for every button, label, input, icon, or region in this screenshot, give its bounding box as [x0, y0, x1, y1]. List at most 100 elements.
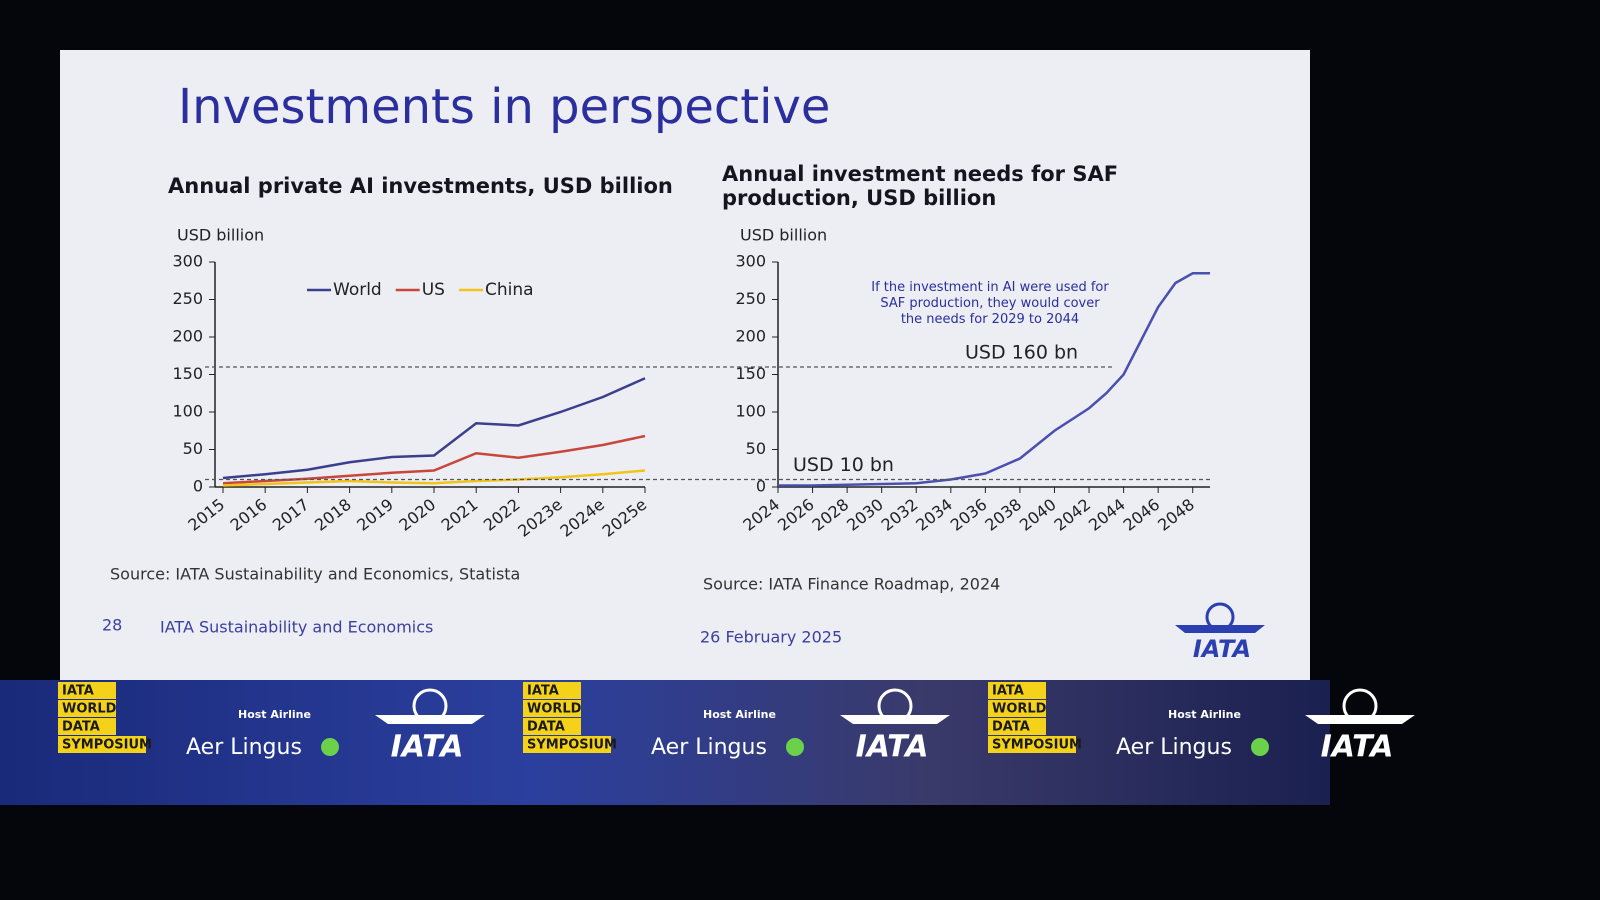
banner-host: Aer Lingus [186, 735, 302, 760]
banner-event: WORLD [527, 702, 582, 717]
banner-tag [523, 736, 611, 753]
banner-host-label: Host Airline [238, 708, 311, 721]
banner-event: SYMPOSIUM [62, 738, 152, 753]
banner-wing [375, 715, 485, 724]
x-tick-label: 2025e [599, 495, 651, 541]
banner-event: IATA [992, 684, 1024, 699]
source: Source: IATA Finance Roadmap, 2024 [703, 575, 1000, 594]
y-tick-label: 100 [735, 402, 766, 421]
banner-event: DATA [527, 720, 565, 735]
x-tick-label: 2036 [947, 495, 991, 535]
x-tick-label: 2015 [184, 495, 228, 535]
banner-wing [1305, 715, 1415, 724]
x-tick-label: 2026 [774, 495, 818, 535]
reference-label: USD 160 bn [965, 342, 1078, 364]
x-tick-label: 2030 [843, 495, 887, 535]
page-number: 28 [102, 616, 122, 635]
chart-title: Annual investment needs for SAF producti… [722, 162, 1119, 210]
banner-event: WORLD [992, 702, 1047, 717]
y-tick-label: 200 [172, 327, 203, 346]
x-tick-label: 2016 [227, 495, 271, 535]
x-tick-label: 2024e [556, 495, 608, 541]
line [222, 469, 646, 487]
x-tick-label: 2021 [438, 495, 482, 535]
footer-date: 26 February 2025 [700, 628, 842, 647]
y-tick-label: 200 [735, 327, 766, 346]
x-tick-label: 2028 [809, 495, 853, 535]
banner-host: Aer Lingus [651, 735, 767, 760]
banner-tag [523, 700, 581, 717]
banner-event: DATA [992, 720, 1030, 735]
reference-label: USD 10 bn [793, 454, 894, 476]
banner-logo: IATA [1321, 730, 1394, 765]
y-tick-label: 250 [172, 289, 203, 308]
x-tick-label: 2034 [912, 495, 956, 535]
y-axis-label: USD billion [740, 226, 827, 245]
banner-event: IATA [62, 684, 94, 699]
banner-event: SYMPOSIUM [992, 738, 1082, 753]
x-tick-label: 2040 [1016, 495, 1060, 535]
logo-wing [1175, 625, 1265, 633]
x-tick-label: 2044 [1085, 495, 1129, 535]
x-tick-label: 2019 [353, 495, 397, 535]
banner-tag [988, 718, 1046, 735]
banner [0, 680, 1330, 805]
banner-event: IATA [527, 684, 559, 699]
banner-event: SYMPOSIUM [527, 738, 617, 753]
y-tick-label: 300 [735, 252, 766, 271]
x-tick-label: 2042 [1050, 495, 1094, 535]
banner-tag [58, 682, 116, 699]
banner-tag [58, 700, 116, 717]
footer-org: IATA Sustainability and Economics [160, 618, 433, 637]
banner-tag [58, 718, 116, 735]
legend-label: China [485, 280, 534, 300]
y-tick-label: 150 [172, 364, 203, 383]
x-tick-label: 2024 [739, 495, 783, 535]
x-tick-label: 2032 [878, 495, 922, 535]
y-tick-label: 100 [172, 402, 203, 421]
y-axis-label: USD billion [177, 226, 264, 245]
y-tick-label: 250 [735, 289, 766, 308]
annotation: If the investment in AI were used for SA… [871, 280, 1109, 327]
y-tick-label: 300 [172, 252, 203, 271]
line [222, 434, 646, 485]
legend-label: World [333, 280, 382, 300]
banner-host-label: Host Airline [703, 708, 776, 721]
y-tick-label: 50 [746, 439, 766, 458]
banner-logo: IATA [391, 730, 464, 765]
source: Source: IATA Sustainability and Economic… [110, 565, 520, 584]
banner-tag [523, 682, 581, 699]
x-tick-label: 2048 [1154, 495, 1198, 535]
banner-event: WORLD [62, 702, 117, 717]
banner-tag [58, 736, 146, 753]
legend-label: US [422, 280, 445, 300]
slide-title: Investments in perspective [178, 79, 830, 135]
y-tick-label: 150 [735, 364, 766, 383]
slide [60, 50, 1310, 690]
x-tick-label: 2020 [395, 495, 439, 535]
x-tick-label: 2023e [514, 495, 566, 541]
banner-host-label: Host Airline [1168, 708, 1241, 721]
banner-logo: IATA [856, 730, 929, 765]
banner-wing [840, 715, 950, 724]
banner-tag [988, 736, 1076, 753]
banner-tag [988, 700, 1046, 717]
x-tick-label: 2046 [1120, 495, 1164, 535]
line [778, 272, 1210, 487]
banner-tag [523, 718, 581, 735]
line [222, 377, 646, 480]
banner-shamrock [321, 738, 339, 756]
x-tick-label: 2038 [981, 495, 1025, 535]
y-tick-label: 0 [756, 477, 766, 496]
banner-event: DATA [62, 720, 100, 735]
chart-title: Annual private AI investments, USD billi… [168, 174, 673, 198]
y-tick-label: 50 [183, 439, 203, 458]
banner-tag [988, 682, 1046, 699]
logo-text: IATA [1193, 635, 1251, 663]
x-tick-label: 2018 [311, 495, 355, 535]
banner-host: Aer Lingus [1116, 735, 1232, 760]
y-tick-label: 0 [193, 477, 203, 496]
x-tick-label: 2017 [269, 495, 313, 535]
